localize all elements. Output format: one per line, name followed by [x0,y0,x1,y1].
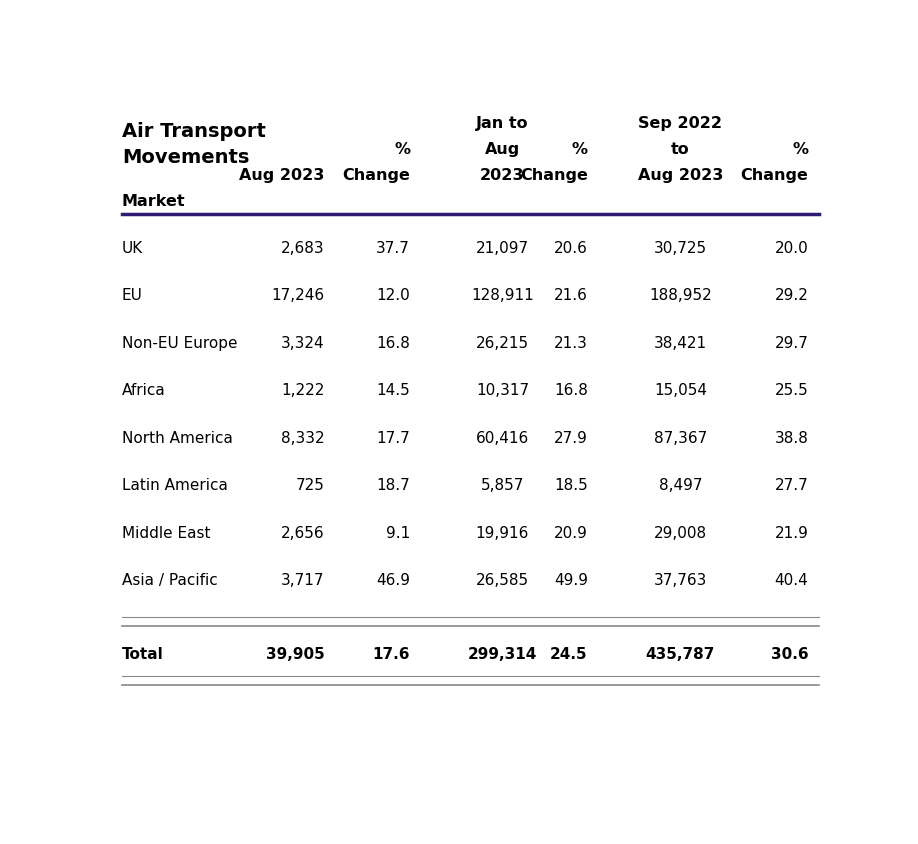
Text: UK: UK [122,241,143,256]
Text: 21.3: 21.3 [554,336,588,351]
Text: Aug 2023: Aug 2023 [638,168,723,182]
Text: 12.0: 12.0 [376,289,410,304]
Text: 20.0: 20.0 [775,241,809,256]
Text: Sep 2022: Sep 2022 [638,116,722,131]
Text: 20.6: 20.6 [554,241,588,256]
Text: 40.4: 40.4 [775,573,809,588]
Text: 37.7: 37.7 [376,241,410,256]
Text: %: % [394,142,410,157]
Text: 27.9: 27.9 [554,430,588,446]
Text: 38,421: 38,421 [654,336,707,351]
Text: 8,497: 8,497 [658,479,702,493]
Text: 87,367: 87,367 [654,430,707,446]
Text: Aug: Aug [485,142,521,157]
Text: 17,246: 17,246 [272,289,325,304]
Text: 17.6: 17.6 [373,647,410,663]
Text: 15,054: 15,054 [654,383,707,398]
Text: Change: Change [342,168,410,182]
Text: Latin America: Latin America [122,479,228,493]
Text: %: % [572,142,588,157]
Text: 21.6: 21.6 [554,289,588,304]
Text: Aug 2023: Aug 2023 [240,168,325,182]
Text: 30,725: 30,725 [654,241,707,256]
Text: 30.6: 30.6 [771,647,809,663]
Text: Middle East: Middle East [122,526,210,541]
Text: 17.7: 17.7 [376,430,410,446]
Text: 2,656: 2,656 [281,526,325,541]
Text: 188,952: 188,952 [649,289,711,304]
Text: Movements: Movements [122,148,250,167]
Text: 18.5: 18.5 [554,479,588,493]
Text: 29.7: 29.7 [775,336,809,351]
Text: 299,314: 299,314 [468,647,537,663]
Text: 435,787: 435,787 [645,647,715,663]
Text: 20.9: 20.9 [554,526,588,541]
Text: 27.7: 27.7 [775,479,809,493]
Text: 25.5: 25.5 [775,383,809,398]
Text: EU: EU [122,289,142,304]
Text: 18.7: 18.7 [376,479,410,493]
Text: 2023: 2023 [480,168,525,182]
Text: 26,215: 26,215 [476,336,529,351]
Text: 16.8: 16.8 [554,383,588,398]
Text: Change: Change [520,168,588,182]
Text: North America: North America [122,430,233,446]
Text: 24.5: 24.5 [550,647,588,663]
Text: 10,317: 10,317 [476,383,529,398]
Text: Total: Total [122,647,163,663]
Text: to: to [671,142,689,157]
Text: Market: Market [122,193,185,208]
Text: 14.5: 14.5 [376,383,410,398]
Text: 3,717: 3,717 [281,573,325,588]
Text: 1,222: 1,222 [281,383,325,398]
Text: 3,324: 3,324 [281,336,325,351]
Text: 2,683: 2,683 [281,241,325,256]
Text: 19,916: 19,916 [476,526,529,541]
Text: Africa: Africa [122,383,165,398]
Text: 5,857: 5,857 [481,479,524,493]
Text: 49.9: 49.9 [554,573,588,588]
Text: 9.1: 9.1 [386,526,410,541]
Text: 725: 725 [296,479,325,493]
Text: 26,585: 26,585 [476,573,529,588]
Text: Non-EU Europe: Non-EU Europe [122,336,238,351]
Text: Asia / Pacific: Asia / Pacific [122,573,218,588]
Text: 16.8: 16.8 [376,336,410,351]
Text: 39,905: 39,905 [266,647,325,663]
Text: 29,008: 29,008 [654,526,707,541]
Text: Air Transport: Air Transport [122,122,265,141]
Text: %: % [792,142,809,157]
Text: 38.8: 38.8 [775,430,809,446]
Text: 128,911: 128,911 [471,289,534,304]
Text: 37,763: 37,763 [654,573,707,588]
Text: Jan to: Jan to [476,116,529,131]
Text: 8,332: 8,332 [281,430,325,446]
Text: 21,097: 21,097 [476,241,529,256]
Text: 46.9: 46.9 [376,573,410,588]
Text: 21.9: 21.9 [775,526,809,541]
Text: 29.2: 29.2 [775,289,809,304]
Text: 60,416: 60,416 [476,430,529,446]
Text: Change: Change [741,168,809,182]
